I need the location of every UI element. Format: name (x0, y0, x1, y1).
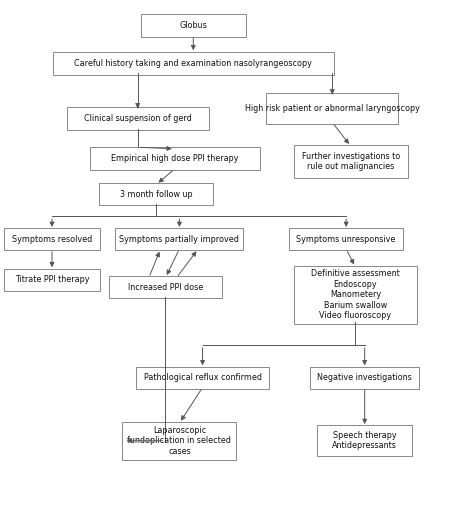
FancyBboxPatch shape (294, 145, 408, 178)
FancyBboxPatch shape (109, 276, 222, 298)
FancyBboxPatch shape (53, 51, 334, 75)
FancyBboxPatch shape (90, 147, 260, 171)
FancyBboxPatch shape (67, 107, 209, 130)
Text: Symptoms resolved: Symptoms resolved (12, 235, 92, 244)
Text: Empirical high dose PPI therapy: Empirical high dose PPI therapy (111, 154, 238, 163)
FancyBboxPatch shape (4, 229, 100, 250)
Text: Careful history taking and examination nasolyrangeoscopy: Careful history taking and examination n… (74, 59, 312, 68)
Text: Speech therapy
Antidepressants: Speech therapy Antidepressants (332, 431, 397, 450)
FancyBboxPatch shape (4, 269, 100, 291)
Text: Symptoms unresponsive: Symptoms unresponsive (296, 235, 396, 244)
Text: Definitive assessment
Endoscopy
Manometery
Barium swallow
Video fluoroscopy: Definitive assessment Endoscopy Manomete… (311, 269, 400, 320)
FancyBboxPatch shape (289, 229, 403, 250)
FancyBboxPatch shape (141, 14, 246, 37)
Text: Further investigations to
rule out malignancies: Further investigations to rule out malig… (301, 152, 400, 171)
FancyBboxPatch shape (137, 367, 269, 389)
Text: 3 month follow up: 3 month follow up (120, 189, 192, 199)
FancyBboxPatch shape (116, 229, 243, 250)
FancyBboxPatch shape (99, 183, 213, 205)
Text: Clinical suspension of gerd: Clinical suspension of gerd (84, 114, 191, 123)
Text: Symptoms partially improved: Symptoms partially improved (119, 235, 239, 244)
FancyBboxPatch shape (122, 421, 237, 460)
Text: Laparoscopic
fundoplication in selected
cases: Laparoscopic fundoplication in selected … (128, 426, 231, 456)
Text: Increased PPI dose: Increased PPI dose (128, 282, 203, 292)
Text: Negative investigations: Negative investigations (317, 373, 412, 382)
FancyBboxPatch shape (310, 367, 419, 389)
Text: Titrate PPI therapy: Titrate PPI therapy (15, 275, 89, 284)
Text: Pathological reflux confirmed: Pathological reflux confirmed (144, 373, 262, 382)
Text: Globus: Globus (180, 21, 207, 30)
FancyBboxPatch shape (294, 266, 417, 324)
FancyBboxPatch shape (317, 426, 412, 456)
Text: High risk patient or abnormal laryngoscopy: High risk patient or abnormal laryngosco… (245, 104, 419, 113)
FancyBboxPatch shape (266, 93, 399, 124)
